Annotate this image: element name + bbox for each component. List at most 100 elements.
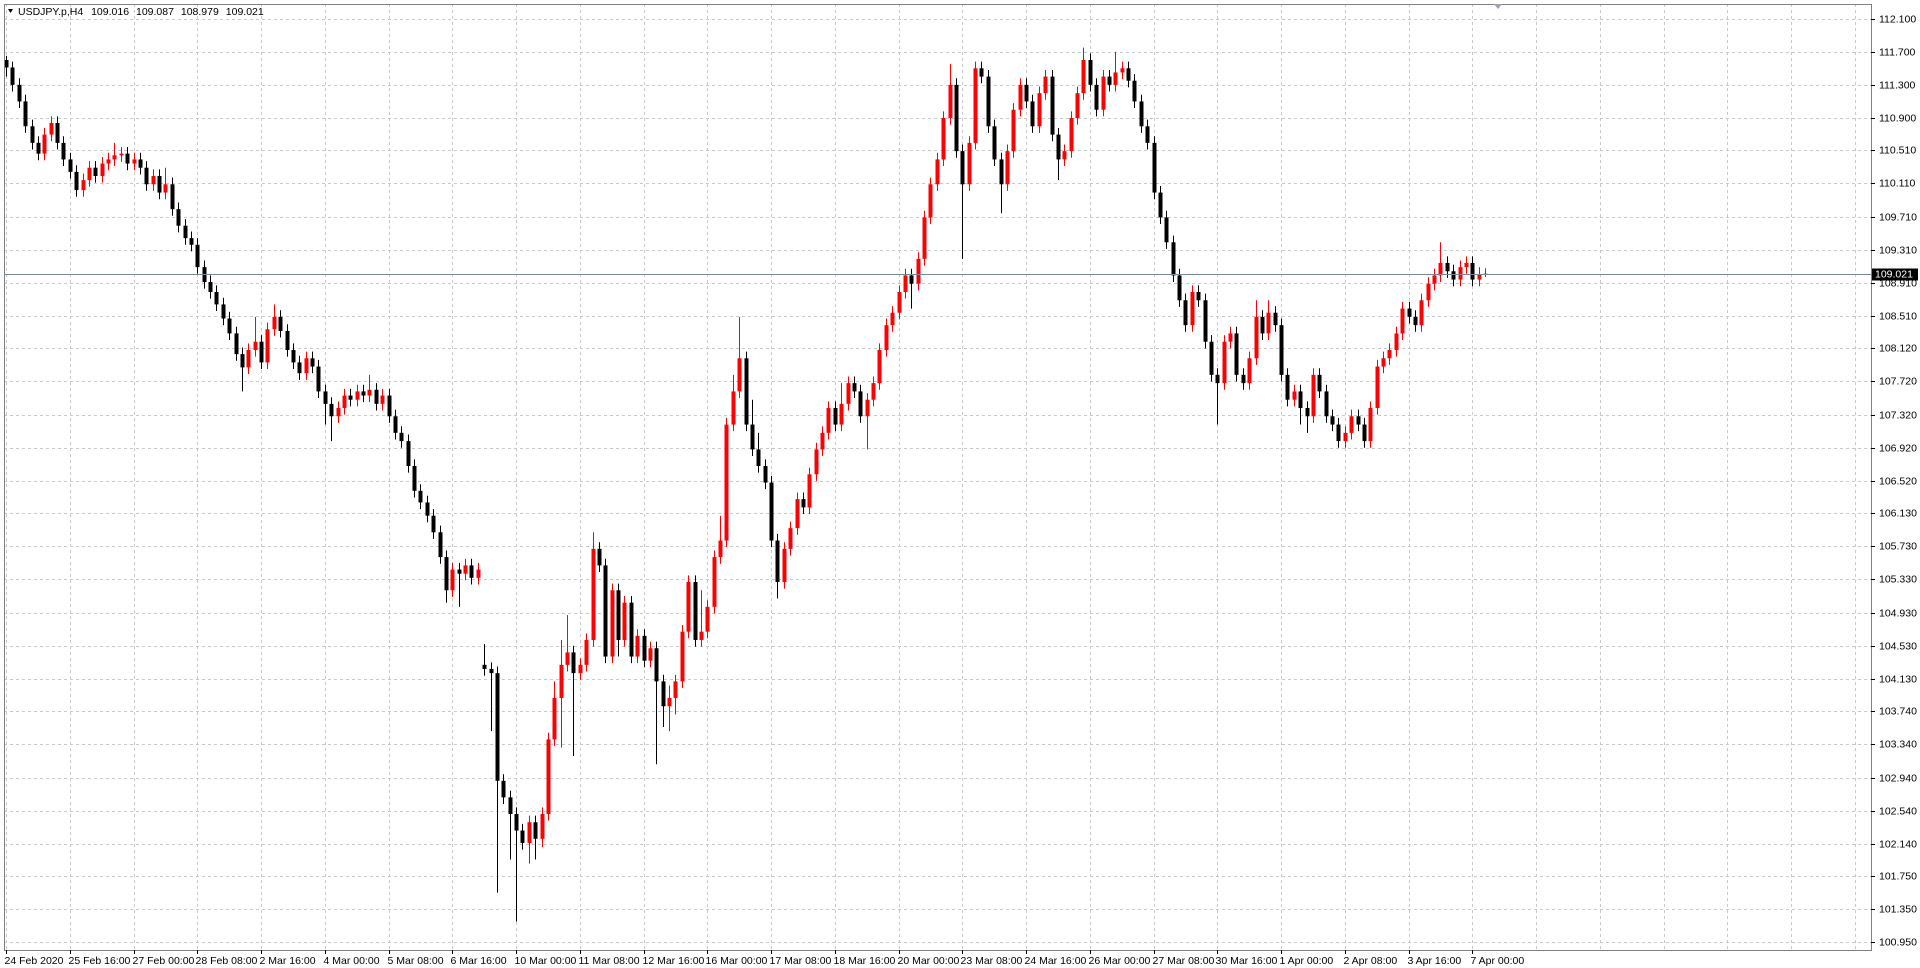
candle-body	[4, 60, 9, 68]
candle-body	[412, 465, 417, 491]
bid-label-box	[1872, 268, 1918, 281]
candle-body	[1317, 374, 1322, 392]
candle-body	[1324, 391, 1329, 417]
candle-body	[712, 557, 717, 607]
candle-body	[565, 652, 570, 665]
candle-body	[508, 797, 513, 814]
candle-body	[246, 349, 251, 368]
shift-marker	[1494, 4, 1502, 9]
candle-body	[1438, 262, 1443, 276]
candle-body	[195, 244, 200, 268]
y-tick-label: 102.540	[1879, 805, 1917, 817]
candle-body	[1305, 407, 1310, 417]
candle-body	[42, 134, 47, 154]
candle-body	[438, 532, 443, 558]
candle-body	[833, 407, 838, 425]
candle-body	[629, 602, 634, 657]
candle-body	[884, 325, 889, 350]
candle-body	[444, 557, 449, 591]
candle-body	[380, 395, 385, 404]
x-tick-label: 16 Mar 00:00	[706, 955, 768, 967]
x-tick-label: 2 Apr 08:00	[1344, 955, 1398, 967]
candle-body	[744, 358, 749, 425]
candle-body	[291, 349, 296, 363]
candle-body	[10, 67, 15, 85]
candle-body	[642, 635, 647, 661]
candle-body	[342, 395, 347, 408]
candle-body	[935, 159, 940, 185]
x-tick-label: 25 Feb 16:00	[69, 955, 131, 967]
candle-body	[1120, 68, 1125, 73]
candle-body	[667, 697, 672, 707]
candle-body	[973, 68, 978, 143]
candle-body	[699, 631, 704, 640]
candle-body	[1330, 416, 1335, 425]
candle-body	[1381, 358, 1386, 367]
candle-body	[1139, 101, 1144, 127]
candle-body	[1164, 217, 1169, 243]
candle-body	[297, 362, 302, 374]
x-tick-label: 26 Mar 00:00	[1089, 955, 1151, 967]
y-tick-label: 100.950	[1879, 936, 1917, 948]
candle-body	[1037, 93, 1042, 127]
candle-body	[546, 739, 551, 814]
candle-body	[183, 225, 188, 239]
candle-body	[724, 424, 729, 541]
x-tick-label: 27 Feb 00:00	[133, 955, 195, 967]
candle-body	[948, 84, 953, 119]
x-tick-label: 10 Mar 00:00	[515, 955, 577, 967]
x-tick-label: 4 Mar 00:00	[324, 955, 380, 967]
candle-body	[17, 84, 22, 102]
candle-body	[125, 153, 130, 164]
candle-body	[1273, 312, 1278, 326]
candle-body	[482, 664, 487, 669]
candle-body	[450, 569, 455, 591]
candle-body	[1368, 407, 1373, 442]
y-tick-label: 106.520	[1879, 475, 1917, 487]
y-tick-label: 104.130	[1879, 673, 1917, 685]
candle-body	[1298, 391, 1303, 408]
x-tick-label: 17 Mar 08:00	[770, 955, 832, 967]
candle-body	[654, 648, 659, 682]
candle-body	[718, 540, 723, 558]
candle-body	[1387, 349, 1392, 359]
candle-body	[253, 341, 258, 350]
candle-body	[801, 499, 806, 508]
candle-body	[393, 416, 398, 433]
candle-body	[1222, 341, 1227, 384]
y-tick-label: 108.510	[1879, 310, 1917, 322]
candle-body	[469, 565, 474, 578]
y-tick-label: 111.300	[1879, 79, 1916, 91]
candle-body	[807, 474, 812, 508]
y-tick-label: 107.720	[1879, 375, 1917, 387]
candle-body	[769, 482, 774, 541]
candle-body	[1400, 308, 1405, 334]
candle-body	[234, 333, 239, 355]
candle-body	[552, 697, 557, 740]
candle-body	[782, 548, 787, 582]
candle-body	[240, 354, 245, 368]
candle-body	[979, 68, 984, 77]
y-tick-label: 110.900	[1879, 112, 1916, 124]
candle-body	[1464, 262, 1469, 268]
candle-body	[1247, 358, 1252, 384]
x-tick-label: 6 Mar 16:00	[451, 955, 507, 967]
candle-body	[227, 318, 232, 334]
candle-body	[622, 602, 627, 640]
y-tick-label: 108.120	[1879, 342, 1917, 354]
candle-body	[1158, 192, 1163, 218]
candle-body	[1254, 316, 1259, 359]
candle-body	[316, 366, 321, 392]
candle-body	[1419, 300, 1424, 326]
candle-body	[820, 432, 825, 450]
x-tick-label: 5 Mar 08:00	[388, 955, 444, 967]
candle-body	[87, 167, 92, 181]
candle-body	[406, 441, 411, 466]
candle-body	[112, 155, 117, 160]
candle-body	[584, 639, 589, 665]
candle-body	[941, 118, 946, 160]
candle-body	[916, 258, 921, 284]
candle-body	[336, 407, 341, 417]
y-tick-label: 105.730	[1879, 540, 1917, 552]
candle-body	[1356, 416, 1361, 425]
